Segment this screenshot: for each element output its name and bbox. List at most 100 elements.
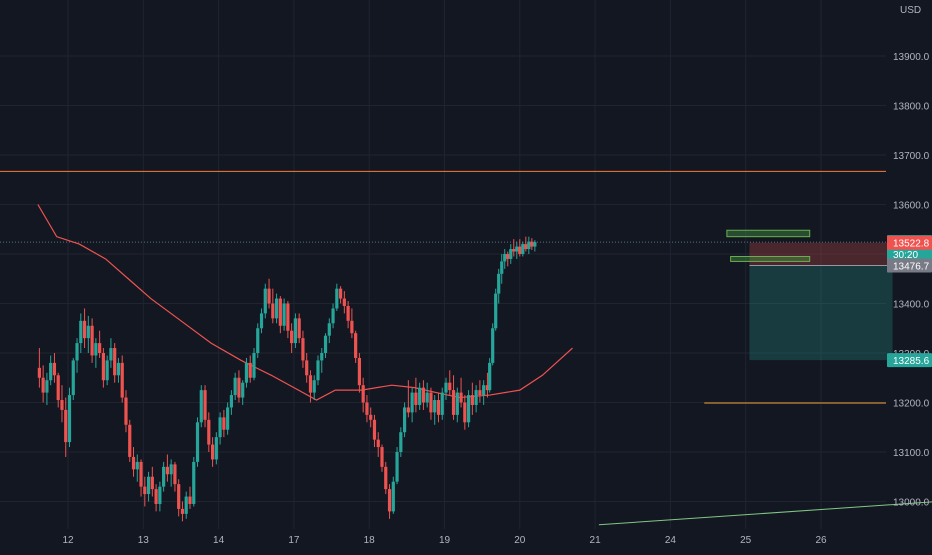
candle-body (451, 390, 456, 415)
candle-body (433, 400, 437, 413)
candle-body (75, 343, 79, 361)
price-axis[interactable]: 13000.013100.013200.013300.013400.013500… (893, 52, 930, 509)
candle-body (395, 452, 399, 482)
candle-body (402, 407, 407, 433)
candle-body (252, 353, 256, 378)
candle-body (82, 320, 87, 339)
candle-body (86, 325, 90, 339)
bottom-zone (730, 255, 811, 262)
candle-body (195, 422, 200, 462)
entry-value: 13476.7 (893, 262, 930, 273)
candle-body (312, 380, 316, 393)
candle-body (113, 348, 117, 376)
candle-body (444, 382, 448, 393)
candle-body (512, 249, 516, 252)
candle-body (357, 357, 362, 386)
candle-body (79, 320, 83, 344)
x-tick-label: 18 (364, 535, 376, 546)
grid (0, 0, 886, 529)
candle-body (199, 390, 203, 423)
candle-body (105, 360, 109, 381)
candle-body (527, 241, 531, 250)
zones[interactable] (726, 229, 811, 262)
x-tick-label: 21 (590, 535, 602, 546)
candle-body (154, 489, 158, 504)
stop-loss-value: 13522.8 (893, 239, 930, 250)
candle-body (263, 288, 267, 314)
candle-body (60, 400, 64, 410)
candle-body (518, 246, 522, 254)
candle-body (259, 313, 264, 329)
candle-body (455, 392, 459, 415)
candle-body (94, 343, 98, 356)
candle-body (90, 325, 94, 356)
candle-body (350, 320, 354, 334)
candle-body (207, 419, 211, 445)
candle-body (421, 387, 426, 403)
candle-body (177, 484, 181, 509)
candle-body (237, 377, 241, 398)
candle-body (376, 439, 380, 448)
candle-body (440, 392, 444, 415)
candle-body (188, 496, 192, 504)
x-tick-label: 13 (138, 535, 150, 546)
candle-body (429, 392, 433, 413)
candle-body (274, 298, 279, 319)
candle-body (488, 362, 492, 391)
position-tool[interactable] (749, 242, 893, 361)
candle-body (244, 362, 249, 383)
candle-body (459, 392, 463, 403)
candle-body (71, 360, 75, 396)
candle-body (354, 333, 358, 358)
candle-body (226, 407, 230, 430)
candle-body (509, 249, 513, 259)
time-axis[interactable]: 12 13 14 17 18 19 20 21 24 25 26 (62, 535, 827, 546)
candle-body (184, 496, 188, 514)
candle-body (320, 353, 324, 361)
candle-body (173, 464, 177, 485)
x-tick-label: 17 (288, 535, 300, 546)
x-tick-label: 26 (815, 535, 827, 546)
x-tick-label: 14 (213, 535, 225, 546)
candle-body (37, 367, 41, 378)
candle-body (278, 298, 282, 326)
candle-body (316, 360, 320, 381)
candle-body (128, 424, 132, 457)
candle-body (478, 390, 482, 396)
trend-line (598, 501, 932, 526)
candle-body (45, 380, 49, 393)
take-profit-value: 13285.6 (893, 356, 930, 367)
x-tick-label: 19 (439, 535, 451, 546)
candle-body (384, 466, 388, 490)
candle-body (391, 481, 395, 512)
candle-body (124, 397, 128, 425)
risk-area (749, 242, 893, 266)
y-tick-label: 13200.0 (893, 399, 930, 410)
candle-body (485, 385, 490, 391)
candle-body (530, 241, 534, 247)
candle-body (474, 390, 478, 405)
take-profit-badge (887, 353, 932, 368)
candle-body (369, 414, 373, 420)
candles (37, 236, 537, 522)
candle-body (203, 390, 207, 420)
candle-body (524, 244, 528, 250)
y-tick-label: 13000.0 (893, 498, 930, 509)
candle-body (169, 464, 173, 475)
candle-body (256, 328, 260, 353)
currency-label[interactable]: USD (900, 5, 922, 16)
candle-body (463, 402, 467, 423)
candle-body (346, 305, 350, 321)
candle-body (101, 353, 105, 381)
candle-body (286, 303, 290, 331)
top-zone (726, 229, 811, 238)
candle-body (120, 362, 124, 398)
candle-body (150, 476, 154, 490)
candle-body (342, 298, 346, 306)
candle-body (218, 417, 222, 438)
candle-body (323, 335, 328, 353)
candle-body (482, 385, 486, 396)
candle-body (267, 288, 271, 304)
